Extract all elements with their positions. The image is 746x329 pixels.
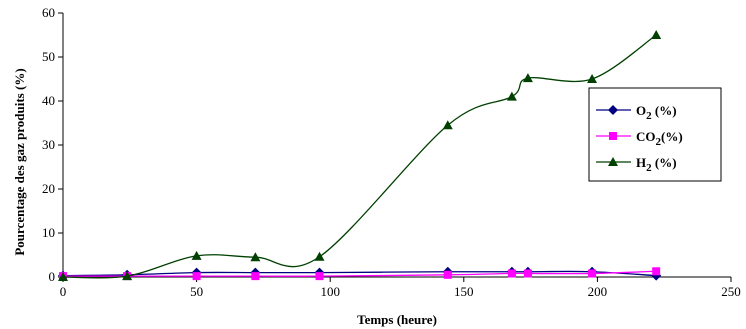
data-point-h2	[522, 73, 533, 83]
x-axis-title: Temps (heure)	[357, 312, 437, 327]
data-point-h2	[587, 74, 598, 83]
data-point-co2	[588, 269, 597, 278]
series-h2	[58, 30, 662, 281]
legend-item-h2: H2 (%)	[596, 155, 677, 174]
legend-marker-o2	[608, 105, 618, 115]
legend-label-co2: CO2(%)	[636, 129, 683, 148]
data-point-h2	[122, 271, 133, 281]
y-tick-label: 20	[42, 181, 55, 196]
legend-item-co2: CO2(%)	[596, 129, 683, 148]
x-tick-label: 100	[320, 284, 340, 299]
legend: O2 (%) CO2(%) H2 (%)	[588, 87, 722, 182]
series-line-h2	[62, 34, 657, 279]
data-point-co2	[315, 272, 324, 281]
axes: 0 10 20 30 40 50 60 0 50 100 150 200 250	[42, 5, 741, 299]
data-point-co2	[443, 270, 452, 279]
data-point-h2	[651, 30, 662, 39]
x-tick-label: 250	[721, 284, 741, 299]
data-point-co2	[507, 269, 516, 278]
data-point-co2	[192, 272, 201, 281]
y-tick-label: 40	[42, 93, 55, 108]
data-point-h2	[250, 252, 261, 262]
x-tick-label: 0	[60, 284, 67, 299]
data-point-co2	[523, 269, 532, 278]
y-tick-label: 0	[49, 269, 56, 284]
legend-marker-h2	[608, 157, 618, 166]
x-tick-label: 150	[454, 284, 474, 299]
x-tick-label: 50	[190, 284, 203, 299]
y-tick-label: 30	[42, 137, 55, 152]
data-point-co2	[652, 267, 661, 276]
legend-item-o2: O2 (%)	[596, 103, 677, 122]
data-point-co2	[251, 272, 260, 281]
data-point-h2	[58, 272, 68, 281]
legend-label-o2: O2 (%)	[636, 103, 677, 122]
data-point-h2	[314, 251, 325, 261]
series-line-o2	[62, 270, 657, 277]
series-line-co2	[63, 270, 657, 277]
y-tick-label: 50	[42, 49, 55, 64]
y-tick-label: 10	[42, 225, 55, 240]
y-tick-label: 60	[42, 5, 55, 20]
legend-marker-co2	[609, 132, 617, 140]
series-layer	[58, 30, 662, 281]
y-axis-title: Pourcentage des gaz produits (%)	[12, 68, 27, 255]
x-tick-label: 200	[588, 284, 608, 299]
data-point-h2	[506, 91, 517, 101]
legend-label-h2: H2 (%)	[636, 155, 677, 174]
data-point-h2	[191, 250, 202, 260]
data-point-h2	[442, 120, 453, 130]
